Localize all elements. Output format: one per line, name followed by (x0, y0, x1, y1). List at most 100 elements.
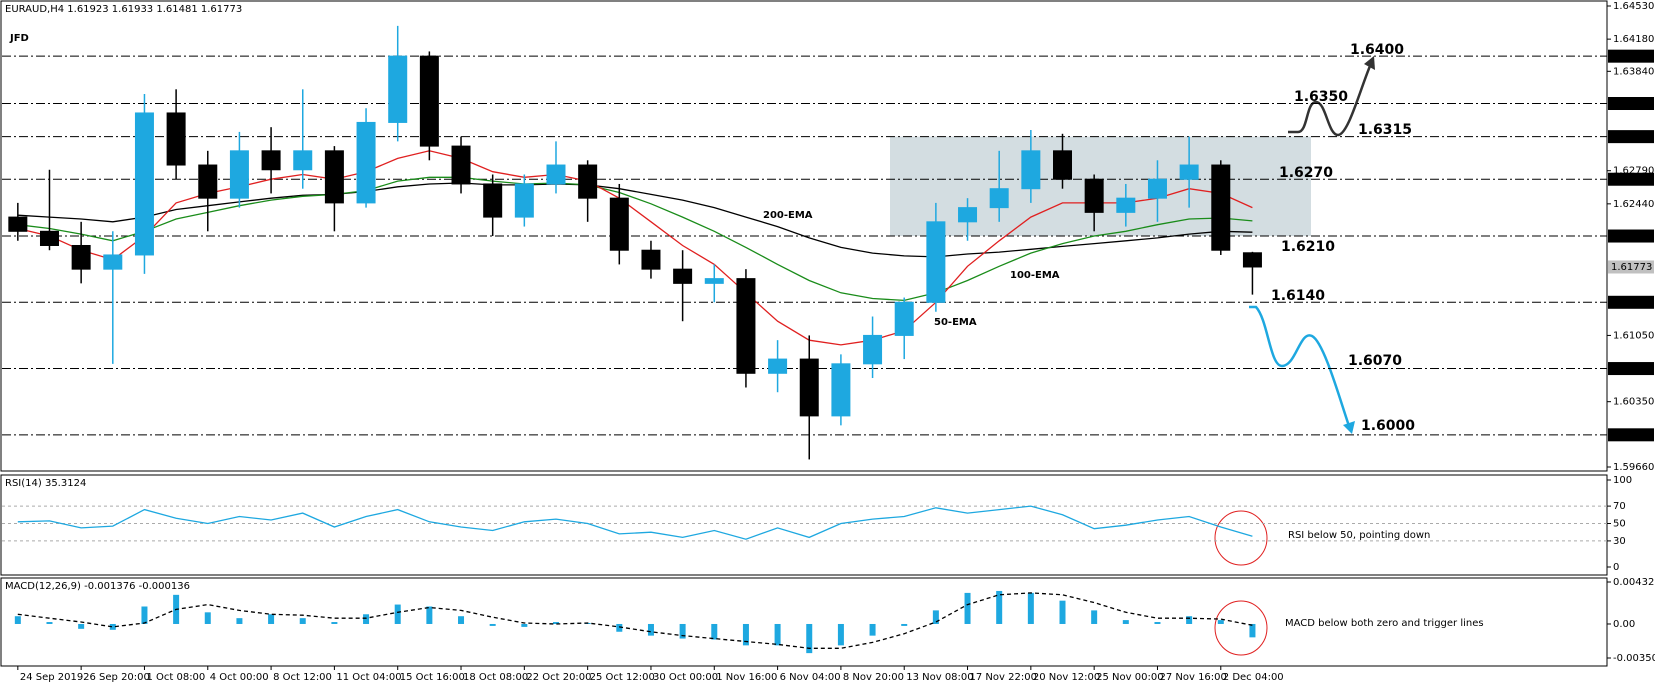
macd-bar (1249, 623, 1256, 638)
candle-body (8, 216, 28, 232)
x-tick-label: 11 Oct 04:00 (336, 672, 401, 683)
level-label: 1.61400 (1611, 297, 1652, 308)
candle-body (1053, 150, 1073, 180)
level-box (1608, 172, 1654, 186)
candle-body (39, 230, 59, 246)
macd-bar (742, 623, 749, 646)
ema-label: 100-EMA (1010, 270, 1060, 281)
line (17, 150, 1253, 346)
macd-bar (78, 623, 85, 629)
y-tick-label: 1.62440 (1613, 199, 1654, 210)
macd-bar (1186, 616, 1193, 624)
candle-body (71, 244, 91, 270)
candle-body (198, 164, 218, 199)
y-tick-label: 0.00 (1613, 619, 1635, 630)
candle-body (419, 55, 439, 147)
level-box (1608, 49, 1654, 63)
highlight-circle (1214, 510, 1268, 566)
level-box (1608, 295, 1654, 309)
macd-bar (901, 623, 908, 626)
candle-body (451, 145, 471, 185)
candle-body (103, 254, 123, 270)
macd-bar (1059, 600, 1066, 624)
highlight-circle (1214, 600, 1268, 656)
level-label: 1.60000 (1611, 430, 1652, 441)
level-label: 1.60700 (1611, 364, 1652, 375)
ema-label: 50-EMA (934, 317, 977, 328)
panel-frame (0, 474, 1608, 576)
candle-body (261, 150, 281, 171)
candle-body (1147, 178, 1167, 199)
candle-body (1179, 164, 1199, 180)
x-tick-label: 30 Oct 00:00 (653, 672, 718, 683)
bearish-arrow (1249, 305, 1351, 427)
annotation: RSI below 50, pointing down (1288, 530, 1430, 541)
candle-body (704, 278, 724, 284)
macd-bar (204, 612, 211, 624)
y-tick-label: 0.004322 (1613, 577, 1655, 588)
macd-bar (299, 618, 306, 624)
x-tick-label: 26 Sep 20:00 (83, 672, 150, 683)
candle-body (546, 164, 566, 185)
price-label: 1.61773 (1611, 262, 1652, 273)
candle-body (799, 358, 819, 417)
scenario-label: 1.6270 (1279, 165, 1333, 181)
macd-bar (711, 623, 718, 640)
x-tick-label: 8 Nov 20:00 (843, 672, 904, 683)
macd-bar (268, 614, 275, 624)
panel-frame (0, 577, 1608, 667)
scenario-label: 1.6070 (1348, 353, 1402, 369)
bullish-arrow (1288, 65, 1372, 137)
candle-body (229, 150, 249, 199)
scenario-label: 1.6400 (1350, 42, 1404, 58)
level-box (1608, 428, 1654, 442)
macd-bar (489, 623, 496, 626)
candle-body (609, 197, 629, 251)
x-tick-label: 2 Dec 04:00 (1223, 672, 1284, 683)
annotation: MACD below both zero and trigger lines (1285, 618, 1484, 629)
x-tick-label: 6 Nov 04:00 (780, 672, 841, 683)
x-tick-label: 17 Nov 22:00 (970, 672, 1037, 683)
macd-bar (869, 623, 876, 636)
panel-title: MACD(12,26,9) -0.001376 -0.000136 (5, 581, 190, 592)
line (17, 176, 1253, 302)
x-tick-label: 25 Oct 12:00 (590, 672, 655, 683)
y-tick-label: 0 (1613, 562, 1619, 573)
x-tick-label: 27 Nov 16:00 (1159, 672, 1226, 683)
logo: JFD (9, 33, 29, 44)
macd-bar (109, 623, 116, 630)
candle-body (1021, 150, 1041, 190)
x-tick-label: 24 Sep 2019 (20, 672, 83, 683)
candle-body (578, 164, 598, 199)
macd-bar (1122, 620, 1129, 624)
y-tick-label: 1.60350 (1613, 397, 1654, 408)
x-tick-label: 22 Oct 20:00 (526, 672, 591, 683)
line (17, 505, 1253, 540)
x-tick-label: 18 Oct 08:00 (463, 672, 528, 683)
panel-frame (0, 0, 1608, 472)
macd-bar (996, 590, 1003, 624)
candle-body (483, 183, 503, 218)
level-box (1608, 362, 1654, 376)
macd-bar (394, 604, 401, 624)
level-box (1608, 130, 1654, 144)
x-tick-label: 20 Nov 12:00 (1033, 672, 1100, 683)
macd-bar (458, 616, 465, 624)
y-tick-label: 50 (1613, 519, 1626, 530)
y-tick-label: 100 (1613, 475, 1632, 486)
candle-body (514, 183, 534, 218)
arrow-head (1343, 421, 1355, 434)
candle-body (166, 112, 186, 166)
macd-bar (964, 592, 971, 624)
scenario-arrows (1214, 56, 1375, 656)
level-box (1608, 97, 1654, 111)
x-tick-label: 25 Nov 00:00 (1096, 672, 1163, 683)
y-tick-label: 30 (1613, 536, 1626, 547)
macd-bar (14, 616, 21, 624)
x-tick-label: 13 Nov 08:00 (906, 672, 973, 683)
macd-bar (679, 623, 686, 639)
macd-bar (1217, 620, 1224, 624)
candle-body (958, 207, 978, 223)
macd-bar (837, 623, 844, 646)
panel-title: RSI(14) 35.3124 (5, 478, 86, 489)
